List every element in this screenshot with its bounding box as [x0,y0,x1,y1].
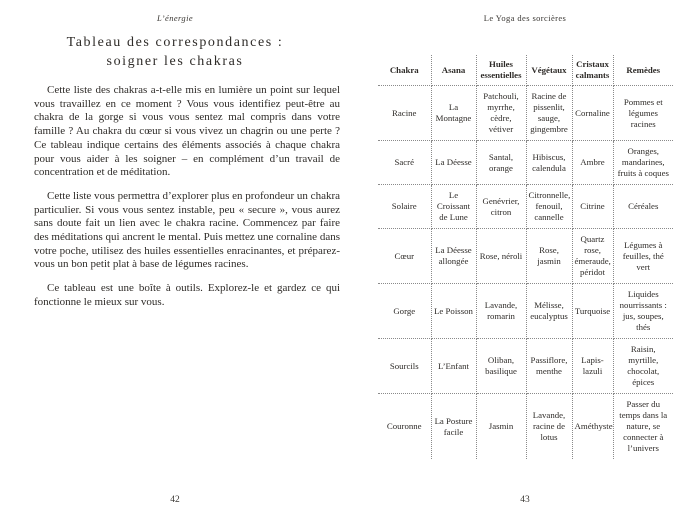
right-page: Le Yoga des sorcières Chakra Asana Huile… [350,0,700,525]
cell-asana: L’Enfant [430,338,477,394]
cell-vegetaux: Racine de pissenlit, sauge, gingembre [525,85,573,141]
body-text: Cette liste des chakras a-t-elle mis en … [34,84,340,320]
page-number-left: 42 [170,495,180,505]
cell-chakra: Racine [378,85,432,141]
chapter-title: Tableau des correspondances : soigner le… [0,33,350,71]
correspondence-table: Chakra Asana Huiles essentielles Végétau… [378,55,673,459]
paragraph: Cette liste vous permettra d’explorer pl… [34,189,340,271]
cell-remedes: Oranges, mandarines, fruits à coques [612,140,673,185]
running-head-left: L’énergie [156,13,193,23]
cell-remedes: Raisin, myrtille, chocolat, épices [612,338,673,394]
column-header-remedes: Remèdes [612,55,673,86]
cell-remedes: Liquides nourrissants : jus, soupes, thé… [612,283,673,339]
cell-asana: La Déesse allongée [430,228,477,284]
cell-chakra: Couronne [378,393,432,459]
cell-vegetaux: Hibiscus, calendula [525,140,573,185]
page-number-right: 43 [520,495,530,505]
left-page: L’énergie Tableau des correspondances : … [0,13,350,505]
cell-remedes: Passer du temps dans la nature, se conne… [612,393,673,459]
cell-chakra: Sacré [378,140,432,185]
cell-vegetaux: Passiflore, menthe [525,338,573,394]
table-header-row: Chakra Asana Huiles essentielles Végétau… [378,55,673,86]
paragraph: Cette liste des chakras a-t-elle mis en … [34,84,340,179]
running-head-right: Le Yoga des sorcières [483,13,567,23]
cell-asana: La Posture facile [430,393,477,459]
cell-huiles: Patchouli, myrrhe, cèdre, vétiver [475,85,527,141]
cell-remedes: Céréales [612,184,673,229]
paragraph: Ce tableau est une boîte à outils. Explo… [34,282,340,308]
cell-asana: La Déesse [430,140,477,185]
table-row-gorge: Gorge Le Poisson Lavande, romarin Méliss… [378,283,673,339]
column-header-vegetaux: Végétaux [525,55,573,86]
cell-vegetaux: Mélisse, eucalyptus [525,283,573,339]
cell-vegetaux: Lavande, racine de lotus [525,393,573,459]
table-row-solaire: Solaire Le Croissant de Lune Genévrier, … [378,184,673,229]
cell-huiles: Oliban, basilique [475,338,527,394]
cell-chakra: Cœur [378,228,432,284]
cell-vegetaux: Citronnelle, fenouil, cannelle [525,184,573,229]
cell-huiles: Genévrier, citron [475,184,527,229]
cell-vegetaux: Rose, jasmin [525,228,573,284]
cell-asana: Le Croissant de Lune [430,184,477,229]
cell-huiles: Rose, néroli [475,228,527,284]
table-row-sourcils: Sourcils L’Enfant Oliban, basilique Pass… [378,338,673,394]
column-header-cristaux: Cristaux calmants [571,55,614,86]
table-row-racine: Racine La Montagne Patchouli, myrrhe, cè… [378,85,673,141]
chapter-title-line2: soigner les chakras [106,54,244,69]
cell-asana: Le Poisson [430,283,477,339]
table-row-couronne: Couronne La Posture facile Jasmin Lavand… [378,393,673,459]
column-header-asana: Asana [430,55,477,86]
cell-cristaux: Turquoise [571,283,614,339]
column-header-huiles: Huiles essentielles [475,55,527,86]
cell-cristaux: Quartz rose, émeraude, péridot [571,228,614,284]
cell-chakra: Solaire [378,184,432,229]
column-header-chakra: Chakra [378,55,432,86]
cell-huiles: Santal, orange [475,140,527,185]
table-row-sacre: Sacré La Déesse Santal, orange Hibiscus,… [378,140,673,185]
cell-cristaux: Lapis-lazuli [571,338,614,394]
cell-chakra: Gorge [378,283,432,339]
table-row-coeur: Cœur La Déesse allongée Rose, néroli Ros… [378,228,673,284]
cell-remedes: Pommes et légumes racines [612,85,673,141]
cell-remedes: Légumes à feuilles, thé vert [612,228,673,284]
cell-cristaux: Citrine [571,184,614,229]
chapter-title-line1: Tableau des correspondances : [66,35,284,50]
cell-huiles: Lavande, romarin [475,283,527,339]
cell-cristaux: Améthyste [571,393,614,459]
cell-asana: La Montagne [430,85,477,141]
cell-cristaux: Ambre [571,140,614,185]
cell-cristaux: Cornaline [571,85,614,141]
cell-huiles: Jasmin [475,393,527,459]
cell-chakra: Sourcils [378,338,432,394]
